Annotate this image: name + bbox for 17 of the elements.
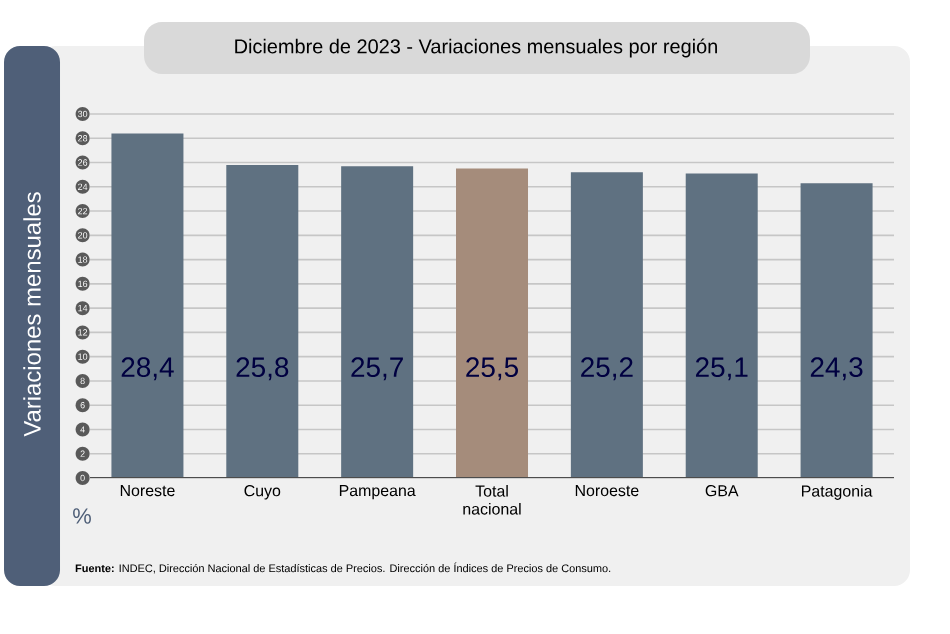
bar bbox=[341, 166, 414, 478]
y-axis-title: Variaciones mensuales bbox=[23, 192, 41, 437]
bar bbox=[800, 183, 873, 478]
bar bbox=[226, 164, 299, 478]
bar bbox=[570, 172, 643, 478]
data-label: 25,2 bbox=[581, 357, 633, 381]
bar bbox=[456, 168, 529, 478]
data-label: 25,1 bbox=[695, 357, 748, 381]
data-label: 25,7 bbox=[351, 357, 403, 381]
text: % bbox=[73, 508, 91, 524]
data-label: 28,4 bbox=[121, 357, 174, 381]
bar bbox=[685, 173, 758, 478]
chart-title: Diciembre de 2023 - Variaciones mensuales por región bbox=[235, 38, 717, 58]
data-label: 25,8 bbox=[236, 357, 289, 381]
data-label: 25,5 bbox=[466, 357, 518, 381]
bar bbox=[111, 133, 184, 478]
data-label: 24,3 bbox=[810, 357, 863, 381]
